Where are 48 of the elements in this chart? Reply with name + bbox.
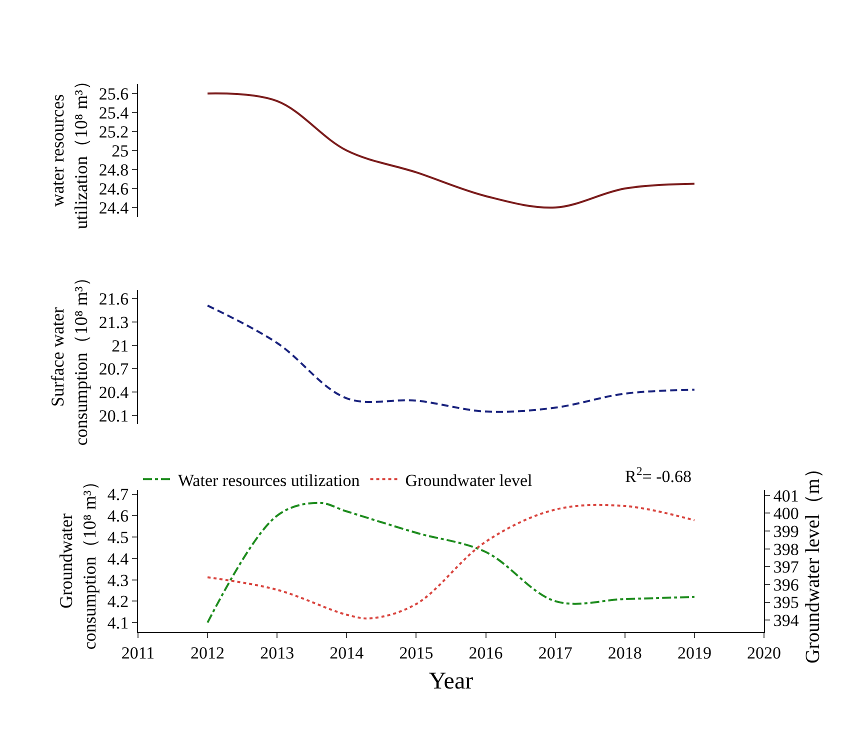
y2-axis-title: Groundwater level（m） xyxy=(802,458,824,664)
line-series xyxy=(206,304,696,413)
y-tick-label: 25 xyxy=(112,141,129,160)
line-series xyxy=(206,92,696,209)
legend-label: Groundwater level xyxy=(405,470,533,490)
x-tick-label: 2014 xyxy=(330,643,364,662)
x-tick-label: 2017 xyxy=(538,643,573,662)
y-tick-label: 4.6 xyxy=(107,506,129,526)
y-tick-label: 4.5 xyxy=(107,528,129,547)
y2-tick-label: 399 xyxy=(773,522,799,541)
y2-tick-label: 400 xyxy=(773,504,799,524)
y2-tick-label: 395 xyxy=(773,593,799,612)
y2-tick-label: 396 xyxy=(773,575,799,594)
x-tick-label: 2018 xyxy=(608,643,642,662)
y-tick-label: 21.3 xyxy=(98,312,129,332)
y-tick-label: 4.3 xyxy=(107,570,129,590)
legend-label: Water resources utilization xyxy=(178,470,360,490)
y-tick-label: 24.6 xyxy=(98,179,129,198)
x-axis-title: Year xyxy=(428,668,474,695)
y-tick-label: 4.2 xyxy=(107,592,129,612)
y-tick-label: 20.1 xyxy=(98,406,129,426)
y2-tick-label: 401 xyxy=(773,486,799,506)
y-tick-label: 21.6 xyxy=(98,290,129,309)
y-axis-title: Surface water consumption（10⁸ m³） xyxy=(48,268,92,446)
y-tick-label: 21 xyxy=(112,336,129,356)
y-tick-label: 4.1 xyxy=(107,614,129,633)
y-tick-label: 20.4 xyxy=(98,383,130,402)
y-tick-label: 24.4 xyxy=(98,198,130,218)
y-tick-label: 4.7 xyxy=(107,485,130,504)
y-tick-label: 24.8 xyxy=(98,160,129,180)
x-tick-label: 2019 xyxy=(677,643,712,662)
y2-tick-label: 394 xyxy=(773,611,800,630)
x-tick-label: 2013 xyxy=(260,643,294,662)
x-tick-label: 2016 xyxy=(468,643,503,662)
x-tick-label: 2011 xyxy=(121,643,155,662)
y-tick-label: 25.2 xyxy=(98,122,129,142)
y2-tick-label: 397 xyxy=(773,558,800,577)
y-axis-title: water resources utilization（10⁸ m³） xyxy=(48,72,92,230)
x-tick-label: 2015 xyxy=(399,643,434,662)
y-tick-label: 4.4 xyxy=(107,549,130,568)
y-axis-title: Groundwater consumption（10⁸ m³） xyxy=(56,472,100,650)
y2-tick-label: 398 xyxy=(773,540,799,559)
y-tick-label: 25.4 xyxy=(98,103,130,122)
text: R$^{2}$= -0.68 xyxy=(625,464,692,486)
y-tick-label: 20.7 xyxy=(98,360,130,379)
x-tick-label: 2020 xyxy=(747,643,781,662)
y-tick-label: 25.6 xyxy=(98,84,129,104)
x-tick-label: 2012 xyxy=(190,643,225,662)
